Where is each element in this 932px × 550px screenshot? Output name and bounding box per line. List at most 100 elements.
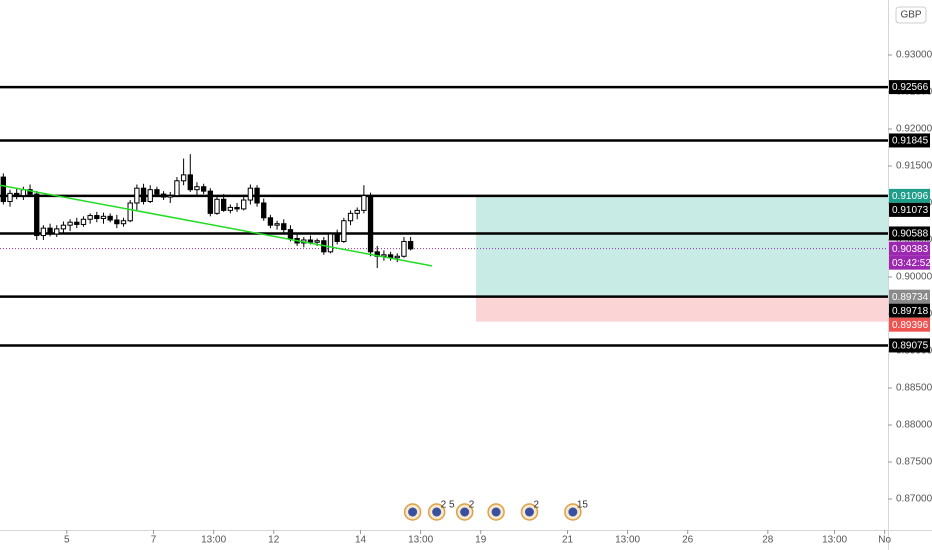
event-marker[interactable]: 15 [564,500,589,521]
price-label: 0.89718 [892,306,929,317]
event-icon-inner [432,507,442,517]
candle-body [134,187,140,204]
x-tick-label: 13:00 [201,535,226,546]
x-tick-label: 13:00 [408,535,433,546]
candle-body [140,187,147,203]
candle-body [127,202,133,222]
candle-body [87,215,93,220]
price-label-bg [889,80,930,95]
candle-body [0,176,7,203]
x-tick-label: 28 [762,535,774,546]
price-label-bg [889,241,930,256]
candle-body [187,174,193,191]
candle-body [47,227,53,235]
y-tick-label: 0.90000 [896,272,932,283]
candle-body [147,189,153,203]
x-tick-label: 19 [475,535,487,546]
candle-body [234,206,240,210]
event-label: 2 [533,500,539,511]
candle-body [314,240,320,243]
event-label: 2 [469,500,475,511]
candle-body [174,180,180,197]
plot-area [0,85,888,347]
countdown: 03:42:52 [892,258,931,269]
candle-body [327,233,334,253]
candle-body [114,219,120,225]
candle-body [261,202,267,219]
candle-body [194,186,200,191]
x-tick-label: 21 [562,535,574,546]
candle-body [100,215,107,220]
event-marker[interactable]: 2 5 [427,500,455,521]
x-tick-label: No [878,535,891,546]
candle-body [334,233,340,242]
profit-zone [476,195,888,297]
candle-body [354,209,360,214]
x-tick-label: 14 [355,535,367,546]
candle-body [107,215,113,221]
price-label: 0.91096 [892,191,929,202]
price-label: 0.90588 [892,229,929,240]
y-tick-label: 0.88000 [896,420,932,431]
candle-body [407,240,414,250]
candle-body [34,193,40,237]
event-label: 15 [577,500,589,511]
candle-body [74,221,80,225]
event-label: 2 5 [441,500,455,511]
candle-body [207,190,213,214]
event-marker[interactable] [487,503,505,521]
candle-body [274,223,280,226]
price-label-bg [889,133,930,148]
y-tick-label: 0.87500 [896,457,932,468]
candle-body [227,206,234,211]
event-marker[interactable]: 2 [520,500,539,521]
price-label: 0.91073 [892,205,929,216]
candle-body [341,220,347,242]
currency: GBP [900,10,921,21]
y-tick-label: 0.87000 [896,494,932,505]
candle-body [160,193,167,198]
candle-body [401,240,407,257]
candle-body [40,227,47,237]
price-label: 0.90383 [892,244,929,255]
candle-body [281,223,287,231]
candle-body [347,212,354,222]
candle-body [214,198,220,214]
price-label-bg [889,226,930,241]
event-icon-inner [568,507,578,517]
candle-body [220,198,227,211]
price-label-bg [889,303,930,318]
x-tick-label: 13:00 [615,535,640,546]
candle-body [287,229,294,240]
event-icon-inner [491,507,501,517]
candle-body [7,192,13,203]
candle-body [254,187,260,204]
x-tick-label: 5 [64,535,70,546]
price-label: 0.91845 [892,136,929,147]
price-label-bg [889,202,930,217]
candle-body [241,199,247,210]
candle-body [14,192,20,197]
y-tick-label: 0.92000 [896,124,932,135]
price-label: 0.89075 [892,341,929,352]
candle-body [80,218,87,225]
candle-body [167,195,173,198]
candle-body [307,239,314,243]
event-marker[interactable]: 2 [455,500,475,521]
candle-body [67,221,73,226]
candle-body [361,195,367,211]
price-label-bg [889,338,930,353]
candle-body [60,224,67,230]
candle-body [94,215,100,220]
event-icon-inner [408,507,418,517]
price-label: 0.89396 [892,320,929,331]
price-label-bg [889,317,930,332]
event-marker[interactable] [403,503,422,521]
candle-body [120,220,127,225]
currency-badge[interactable] [895,6,927,24]
candle-body [154,189,160,195]
loss-zone [476,296,888,322]
trendline [0,184,433,267]
x-tick-label: 12 [268,535,280,546]
event-icon-inner [460,507,470,517]
